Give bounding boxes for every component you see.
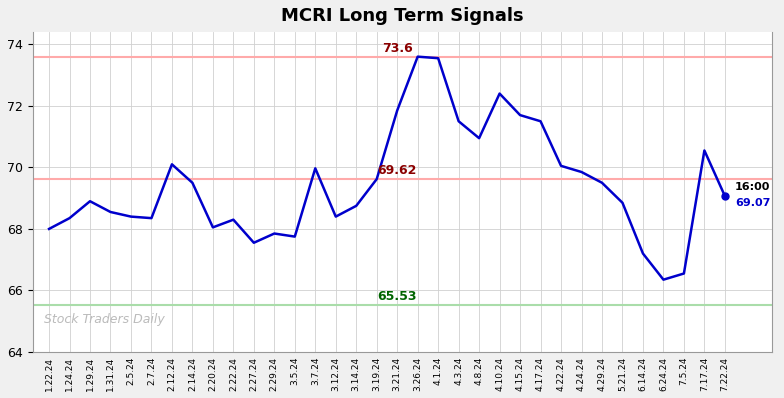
Text: Stock Traders Daily: Stock Traders Daily xyxy=(44,313,165,326)
Text: 73.6: 73.6 xyxy=(382,42,412,55)
Text: 69.62: 69.62 xyxy=(378,164,417,177)
Title: MCRI Long Term Signals: MCRI Long Term Signals xyxy=(281,7,524,25)
Text: 65.53: 65.53 xyxy=(377,290,417,303)
Text: 69.07: 69.07 xyxy=(735,198,771,208)
Text: 16:00: 16:00 xyxy=(735,182,771,192)
